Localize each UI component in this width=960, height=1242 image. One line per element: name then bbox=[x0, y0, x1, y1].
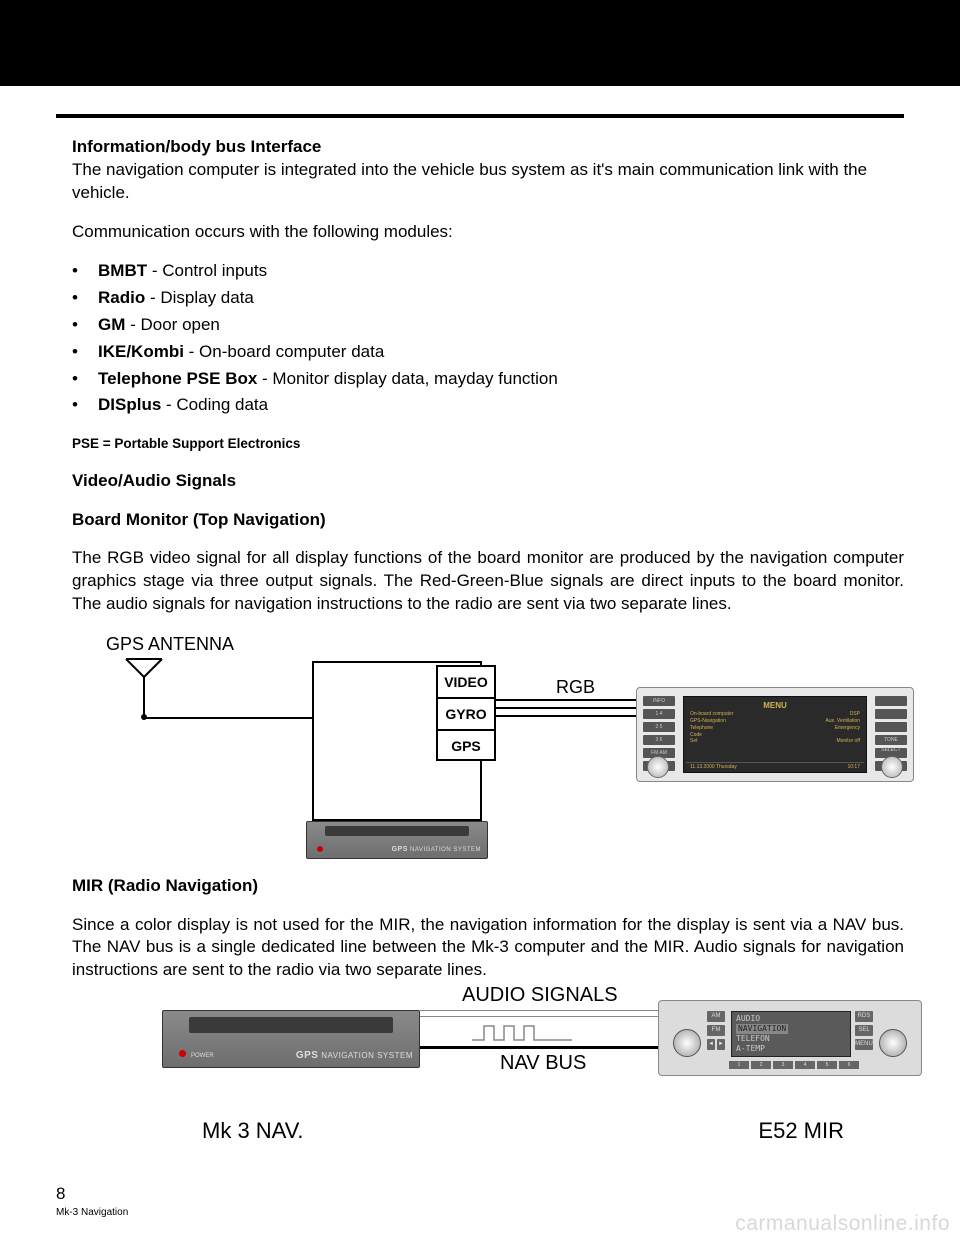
module-item: •DISplus - Coding data bbox=[72, 394, 904, 417]
antenna-wire bbox=[142, 717, 312, 719]
drive-power-led bbox=[317, 846, 323, 852]
drive-label: GPS NAVIGATION SYSTEM bbox=[296, 1049, 413, 1063]
gps-drive-unit: GPS NAVIGATION SYSTEM bbox=[306, 821, 488, 859]
mk3-drive-unit: POWER GPS NAVIGATION SYSTEM bbox=[162, 1010, 420, 1068]
caption-e52: E52 MIR bbox=[758, 1116, 844, 1146]
e52-radio: AM FM ◄ ► RDS SEL MENU AUDIO NAVIGATION … bbox=[658, 1000, 922, 1076]
drive-slot bbox=[325, 826, 469, 836]
module-item: •IKE/Kombi - On-board computer data bbox=[72, 341, 904, 364]
nav-bus-label: NAV BUS bbox=[500, 1050, 586, 1077]
intro-para2: Communication occurs with the following … bbox=[72, 221, 904, 244]
rgb-lines bbox=[496, 699, 636, 723]
page-content: Information/body bus Interface The navig… bbox=[72, 136, 904, 1146]
monitor-knob-right bbox=[881, 756, 903, 778]
top-black-bar bbox=[0, 0, 960, 86]
diagram-1: VIDEO GYRO GPS GPS NAVIGATION SYSTEM RGB… bbox=[106, 657, 916, 857]
watermark: carmanualsonline.info bbox=[735, 1212, 950, 1236]
mir-para: Since a color display is not used for th… bbox=[72, 914, 904, 983]
diagram-2-area: AUDIO SIGNALS NAV BUS POWER GPS NAVIGATI… bbox=[72, 986, 904, 1146]
radio-btn-fm: FM bbox=[707, 1025, 725, 1036]
audio-line-1 bbox=[420, 1010, 662, 1011]
mir-head: MIR (Radio Navigation) bbox=[72, 875, 904, 898]
intro-para1: The navigation computer is integrated in… bbox=[72, 160, 867, 202]
module-video: VIDEO bbox=[436, 665, 496, 697]
module-gps: GPS bbox=[436, 729, 496, 761]
module-item: •Radio - Display data bbox=[72, 287, 904, 310]
drive-power-led bbox=[179, 1050, 186, 1057]
module-item: •GM - Door open bbox=[72, 314, 904, 337]
radio-btn-arrow-l: ◄ bbox=[707, 1039, 715, 1050]
diagram-2: AUDIO SIGNALS NAV BUS POWER GPS NAVIGATI… bbox=[112, 986, 922, 1116]
horizontal-rule bbox=[56, 114, 904, 118]
drive-label: GPS NAVIGATION SYSTEM bbox=[392, 845, 481, 854]
caption-mk3: Mk 3 NAV. bbox=[202, 1116, 303, 1146]
radio-knob-right bbox=[879, 1029, 907, 1057]
nav-bus-line bbox=[420, 1046, 662, 1049]
monitor-knob-left bbox=[647, 756, 669, 778]
rgb-label: RGB bbox=[556, 675, 595, 699]
radio-btn-menu: MENU bbox=[855, 1039, 873, 1050]
page-number: 8 bbox=[56, 1184, 65, 1204]
radio-btn-arrow-r: ► bbox=[717, 1039, 725, 1050]
power-label: POWER bbox=[191, 1052, 214, 1060]
diagram-1-area: GPS ANTENNA VIDEO GYRO GPS GPS NAVIGATIO… bbox=[72, 632, 904, 856]
footer-text: Mk-3 Navigation bbox=[56, 1207, 128, 1218]
module-item: •Telephone PSE Box - Monitor display dat… bbox=[72, 368, 904, 391]
monitor-screen: MENU On-board computerDSP GPS-Navigation… bbox=[683, 696, 867, 773]
drive-slot bbox=[189, 1017, 393, 1033]
audio-line-2 bbox=[420, 1016, 662, 1017]
radio-knob-left bbox=[673, 1029, 701, 1057]
audio-signals-label: AUDIO SIGNALS bbox=[462, 982, 618, 1009]
radio-presets: 1 2 3 4 5 6 bbox=[729, 1061, 859, 1069]
radio-screen: AUDIO NAVIGATION TELEFON A-TEMP bbox=[731, 1011, 851, 1057]
module-item: •BMBT - Control inputs bbox=[72, 260, 904, 283]
board-monitor-para: The RGB video signal for all display fun… bbox=[72, 547, 904, 616]
board-monitor-head: Board Monitor (Top Navigation) bbox=[72, 509, 904, 532]
video-audio-head: Video/Audio Signals bbox=[72, 470, 904, 493]
radio-btn-sel: SEL bbox=[855, 1025, 873, 1036]
radio-btn-am: AM bbox=[707, 1011, 725, 1022]
diagram2-captions: Mk 3 NAV. E52 MIR bbox=[202, 1116, 844, 1146]
gps-antenna-label: GPS ANTENNA bbox=[106, 632, 904, 656]
pse-note: PSE = Portable Support Electronics bbox=[72, 435, 904, 453]
pulse-icon bbox=[472, 1022, 572, 1044]
radio-btn-rds: RDS bbox=[855, 1011, 873, 1022]
module-gyro: GYRO bbox=[436, 697, 496, 729]
module-list: •BMBT - Control inputs •Radio - Display … bbox=[72, 260, 904, 418]
antenna-icon bbox=[108, 657, 168, 721]
title-text: Information/body bus Interface bbox=[72, 137, 321, 156]
section-title: Information/body bus Interface The navig… bbox=[72, 136, 904, 205]
module-stack: VIDEO GYRO GPS bbox=[436, 665, 496, 761]
board-monitor: INFO 1 4 2 5 3 6 FM AM MODE TONE SELECT … bbox=[636, 687, 914, 782]
